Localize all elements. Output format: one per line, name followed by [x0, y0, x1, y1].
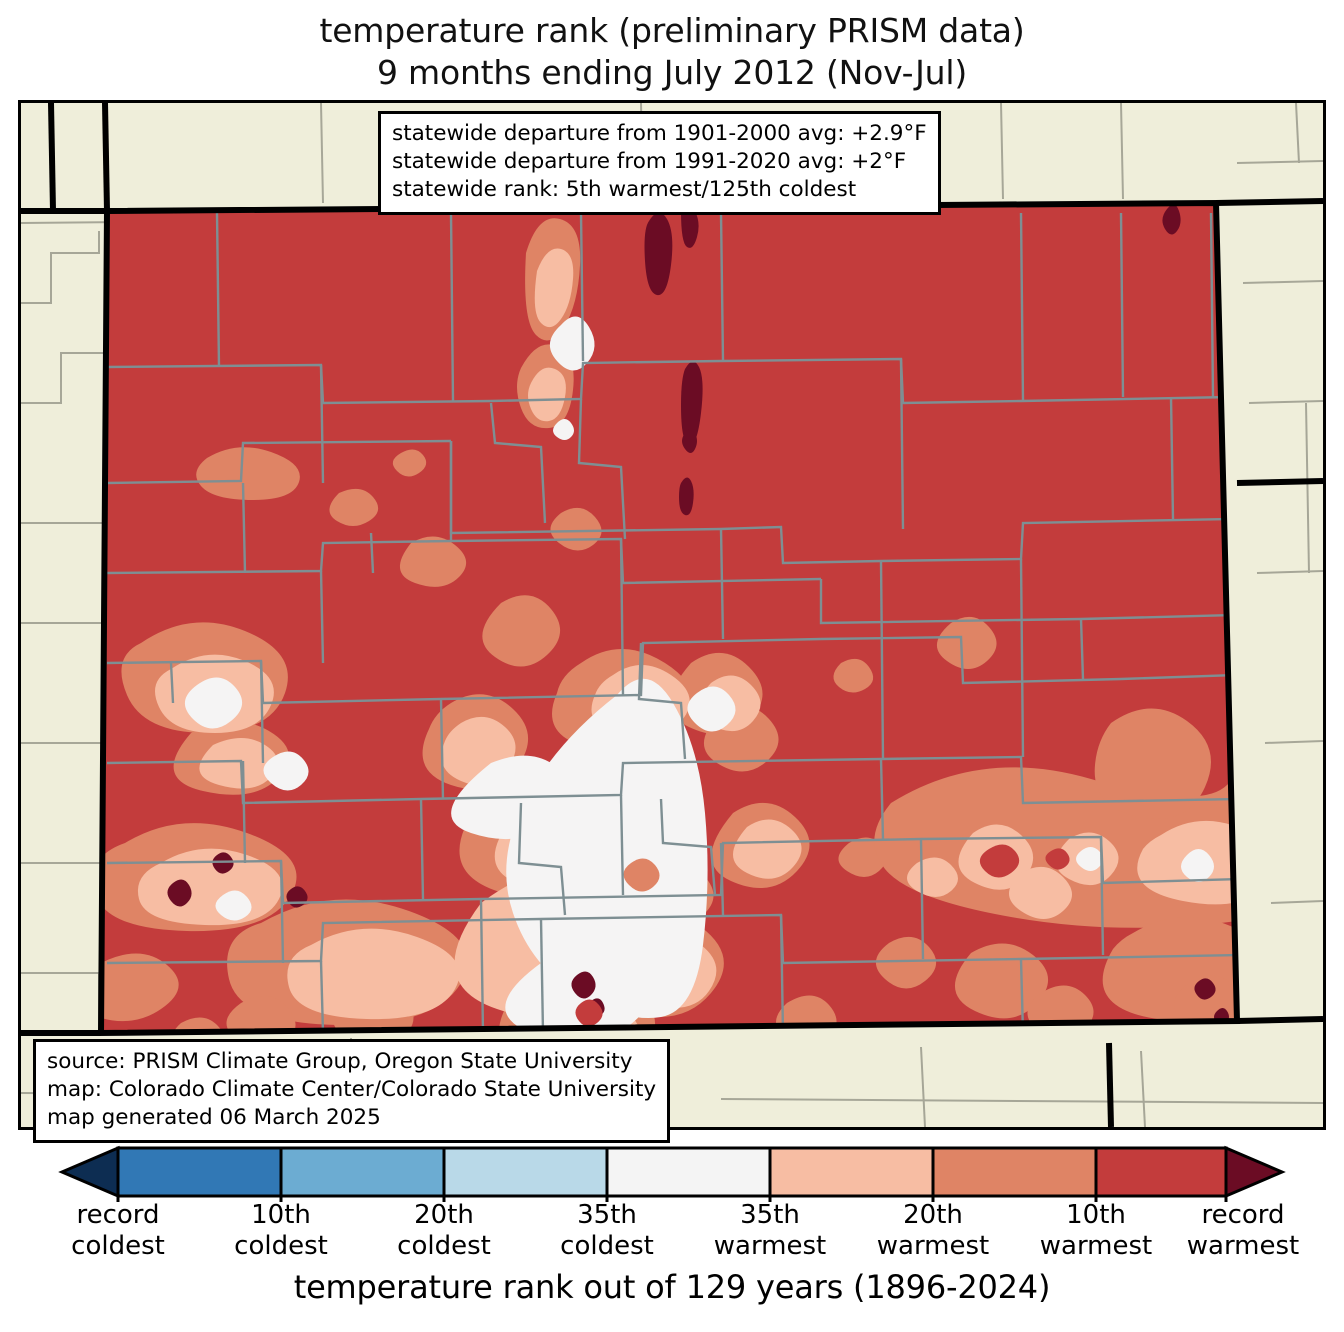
colorbar-label-record-coldest: record coldest	[71, 1200, 165, 1261]
colorbar-label-10th-warmest: 10th warmest	[1039, 1200, 1153, 1261]
stats-line-departure-1991-2020: statewide departure from 1991-2020 avg: …	[392, 149, 907, 174]
fill-detail-overlay	[623, 858, 660, 892]
colorado-temperature-rank-map	[21, 103, 1323, 1127]
colorbar-band-35th-warmest	[768, 1146, 935, 1198]
title-line-1: temperature rank (preliminary PRISM data…	[319, 11, 1025, 50]
fill-band-record-warmest	[167, 204, 1229, 1026]
source-line-map-author: map: Colorado Climate Center/Colorado St…	[47, 1077, 657, 1102]
colorbar-arrow-record-coldest	[58, 1145, 120, 1199]
colorbar-label-20th-warmest: 20th warmest	[876, 1200, 990, 1261]
neighbor-state-borders	[21, 103, 1323, 1127]
colorbar-tick-labels: record coldest 10th coldest 20th coldest 35…	[0, 1200, 1344, 1280]
source-credit-box: source: PRISM Climate Group, Oregon Stat…	[33, 1039, 671, 1143]
colorbar-label-record-warmest: record warmest	[1186, 1200, 1300, 1261]
state-fill-group	[101, 203, 1237, 1033]
colorbar-swatches	[58, 1145, 1286, 1202]
colorbar-legend: record coldest 10th coldest 20th coldest 35…	[0, 1142, 1344, 1332]
colorado-county-lines	[106, 212, 1237, 1033]
colorbar-band-35th-coldest	[442, 1146, 609, 1198]
colorbar-arrow-record-warmest	[1224, 1145, 1286, 1199]
colorbar-label-35th-warmest: 35th warmest	[713, 1200, 827, 1261]
statewide-stats-box: statewide departure from 1901-2000 avg: …	[378, 111, 941, 215]
stats-line-rank: statewide rank: 5th warmest/125th coldes…	[392, 177, 857, 202]
colorbar-band-near-normal	[605, 1146, 772, 1198]
colorbar-band-20th-warmest	[931, 1146, 1098, 1198]
stats-line-departure-1901-2000: statewide departure from 1901-2000 avg: …	[392, 121, 927, 146]
fill-red-reentrants	[575, 844, 1070, 1027]
map-panel	[18, 100, 1326, 1130]
colorbar-band-20th-coldest	[279, 1146, 446, 1198]
colorbar-band-10th-warmest	[1094, 1146, 1228, 1198]
source-line-prism: source: PRISM Climate Group, Oregon Stat…	[47, 1049, 633, 1074]
title-line-2: 9 months ending July 2012 (Nov-Jul)	[376, 53, 968, 92]
colorbar-caption: temperature rank out of 129 years (1896-…	[293, 1268, 1051, 1306]
colorbar-label-20th-coldest: 20th coldest	[397, 1200, 491, 1261]
colorbar-band-10th-coldest	[116, 1146, 283, 1198]
page-title: temperature rank (preliminary PRISM data…	[0, 10, 1344, 94]
colorbar-label-10th-coldest: 10th coldest	[234, 1200, 328, 1261]
colorbar-ticks	[116, 1196, 1228, 1202]
source-line-generated-date: map generated 06 March 2025	[47, 1105, 381, 1130]
colorbar-label-35th-coldest: 35th coldest	[560, 1200, 654, 1261]
